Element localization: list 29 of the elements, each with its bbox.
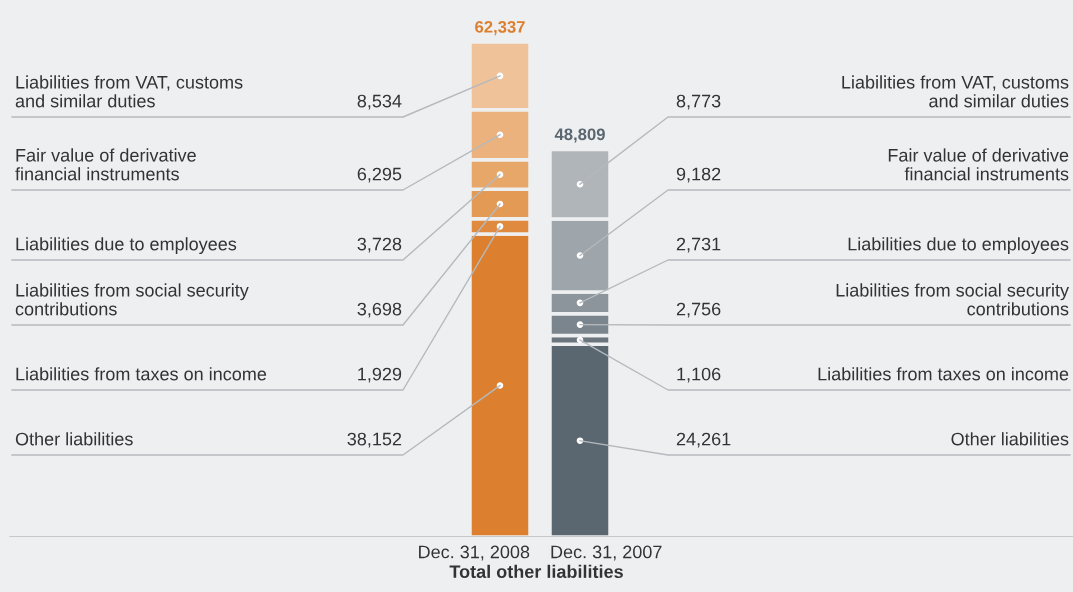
text: Liabilities from VAT, customs and similar duties <box>15 75 243 108</box>
data-label: 3,698 <box>357 302 402 318</box>
text: Liabilities from social security contributions <box>836 283 1069 316</box>
data-label: 6,295 <box>357 167 402 183</box>
x-tick-label: Dec. 31, 2008 <box>419 545 530 561</box>
text: Liabilities from VAT, customs and similar duties <box>842 75 1069 108</box>
data-label: 8,534 <box>357 94 402 110</box>
data-label: 2,756 <box>676 302 721 318</box>
data-label: 9,182 <box>676 167 721 183</box>
text: Liabilities due to employees <box>848 237 1069 254</box>
text: Fair value of derivative financial instruments <box>888 148 1069 181</box>
text: Liabilities from taxes on income <box>16 367 267 381</box>
text: Liabilities due to employees <box>16 237 237 254</box>
x-axis-title: Total other liabilities <box>449 564 623 579</box>
text: Other liabilities <box>951 432 1069 446</box>
text: Liabilities from taxes on income <box>818 367 1069 381</box>
text: Other liabilities <box>15 432 133 446</box>
data-label: 2,731 <box>676 237 721 253</box>
data-label: 1,106 <box>677 367 721 383</box>
data-label: 1,929 <box>358 367 402 383</box>
data-label: 3,728 <box>357 237 402 253</box>
text: Fair value of derivative financial instruments <box>15 148 196 181</box>
data-label: 8,773 <box>676 94 721 110</box>
data-label: 24,261 <box>676 432 731 448</box>
text: Liabilities from social security contributions <box>15 283 249 316</box>
data-label: 38,152 <box>347 432 402 448</box>
total-label: 48,809 <box>554 128 605 143</box>
total-label: 62,337 <box>475 20 525 36</box>
x-tick-label: Dec. 31, 2007 <box>551 545 662 561</box>
